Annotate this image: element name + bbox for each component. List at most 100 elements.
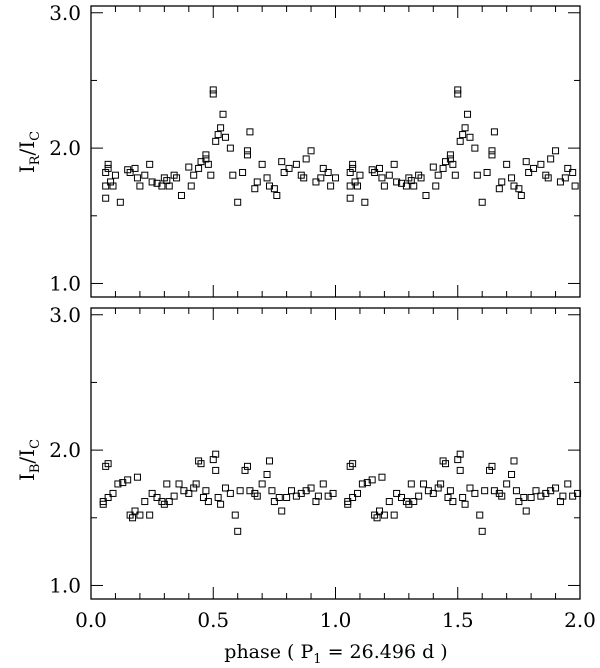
panel-top-ticks xyxy=(90,6,581,297)
data-point xyxy=(488,462,496,470)
data-point xyxy=(349,160,357,168)
data-point xyxy=(204,160,212,168)
data-point xyxy=(190,484,198,492)
data-point xyxy=(417,174,425,182)
data-point xyxy=(390,160,398,168)
data-point xyxy=(393,178,401,186)
data-point xyxy=(512,487,520,495)
data-point xyxy=(253,492,261,500)
data-point xyxy=(116,198,124,206)
data-point xyxy=(344,500,352,508)
data-point xyxy=(104,493,112,501)
data-point xyxy=(373,514,381,522)
data-point xyxy=(307,147,315,155)
x-tick-label: 0.0 xyxy=(75,608,107,632)
data-point xyxy=(351,178,359,186)
data-point xyxy=(459,131,467,139)
x-tick-label: 1.5 xyxy=(442,608,474,632)
data-point xyxy=(346,194,354,202)
data-point xyxy=(393,489,401,497)
data-point xyxy=(314,492,322,500)
data-point xyxy=(346,168,354,176)
data-point xyxy=(356,171,364,179)
data-point xyxy=(429,163,437,171)
data-point xyxy=(525,168,533,176)
data-point xyxy=(243,462,251,470)
data-point xyxy=(219,110,227,118)
data-point xyxy=(270,498,278,506)
data-point xyxy=(241,466,249,474)
data-point xyxy=(547,155,555,163)
data-point xyxy=(243,151,251,159)
panel-bottom-frame xyxy=(90,307,581,600)
data-point xyxy=(104,160,112,168)
data-point xyxy=(503,480,511,488)
data-point xyxy=(380,511,388,519)
data-point xyxy=(376,507,384,515)
data-point xyxy=(275,493,283,501)
data-point xyxy=(109,182,117,190)
data-point xyxy=(552,484,560,492)
data-point xyxy=(461,124,469,132)
data-point xyxy=(221,133,229,141)
data-point xyxy=(354,182,361,190)
data-point xyxy=(556,498,564,506)
data-point xyxy=(202,487,210,495)
data-point xyxy=(569,168,577,176)
data-point xyxy=(349,493,357,501)
data-point xyxy=(202,155,210,163)
data-point xyxy=(464,110,472,118)
y-tick-label: 1.0 xyxy=(49,271,81,295)
data-point xyxy=(158,182,166,190)
data-point xyxy=(354,489,361,497)
data-point xyxy=(229,171,237,179)
data-point xyxy=(517,191,525,199)
data-point xyxy=(390,511,398,519)
data-point xyxy=(552,147,560,155)
data-point xyxy=(571,182,579,190)
data-point xyxy=(243,147,251,155)
data-point xyxy=(490,128,498,136)
data-point xyxy=(561,174,569,182)
data-point xyxy=(461,500,469,508)
data-point xyxy=(165,498,173,506)
data-point xyxy=(234,527,242,535)
data-point xyxy=(263,174,271,182)
data-point xyxy=(380,182,388,190)
data-point xyxy=(410,498,418,506)
data-point xyxy=(302,155,310,163)
data-point xyxy=(446,487,454,495)
data-point xyxy=(471,144,479,152)
data-point xyxy=(278,507,286,515)
data-point xyxy=(346,182,354,190)
data-point xyxy=(258,480,266,488)
data-point xyxy=(349,460,357,468)
data-point xyxy=(329,489,337,497)
data-point xyxy=(454,90,462,98)
data-point xyxy=(148,178,156,186)
data-point xyxy=(495,185,503,193)
data-point xyxy=(202,151,210,159)
data-point xyxy=(378,174,386,182)
panel-top-y-axis-label: IR/IC xyxy=(15,131,43,173)
data-point xyxy=(173,174,181,182)
data-point xyxy=(327,182,335,190)
data-point xyxy=(102,168,110,176)
panel-bottom-points xyxy=(99,450,582,535)
data-point xyxy=(263,470,271,478)
data-point xyxy=(104,164,112,172)
data-point xyxy=(131,507,139,515)
data-point xyxy=(420,480,428,488)
data-point xyxy=(114,480,122,488)
panel-bottom-ticks xyxy=(90,308,581,599)
data-point xyxy=(488,151,496,159)
data-point xyxy=(99,500,107,508)
data-point xyxy=(195,164,203,172)
data-point xyxy=(556,178,564,186)
data-point xyxy=(574,489,582,497)
data-point xyxy=(177,191,185,199)
panel-bottom-y-tick-labels: 1.0 2.0 3.0 xyxy=(49,303,81,598)
data-point xyxy=(124,476,132,484)
data-point xyxy=(102,194,110,202)
data-point xyxy=(434,484,442,492)
